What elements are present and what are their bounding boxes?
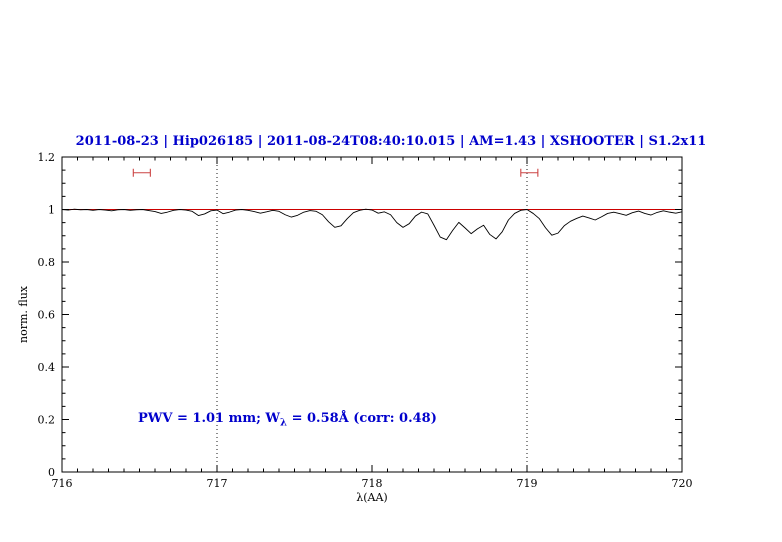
x-tick-label: 718 [362,477,383,490]
y-tick-label: 0.4 [38,361,56,374]
spectrum-line [61,208,683,241]
y-tick-label: 1.2 [38,151,56,164]
x-tick-label: 719 [517,477,538,490]
x-axis-label: λ(AA) [356,491,388,504]
y-axis-label: norm. flux [17,286,30,344]
pwv-annotation-pre: PWV = 1.01 mm; W [138,411,281,426]
y-tick-label: 1 [48,204,55,217]
pwv-annotation-sub: λ [280,417,288,429]
x-tick-label: 716 [52,477,73,490]
pwv-annotation-post: = 0.58Å (corr: 0.48) [287,411,437,426]
y-tick-label: 0.8 [38,256,56,269]
y-tick-label: 0 [48,466,55,479]
x-tick-label: 717 [207,477,228,490]
y-tick-label: 0.2 [38,414,56,427]
y-tick-label: 0.6 [38,309,56,322]
pwv-annotation: PWV = 1.01 mm; Wλ = 0.58Å (corr: 0.48) [138,411,437,429]
plot-title: 2011-08-23 | Hip026185 | 2011-08-24T08:4… [75,134,707,149]
x-tick-label: 720 [672,477,693,490]
